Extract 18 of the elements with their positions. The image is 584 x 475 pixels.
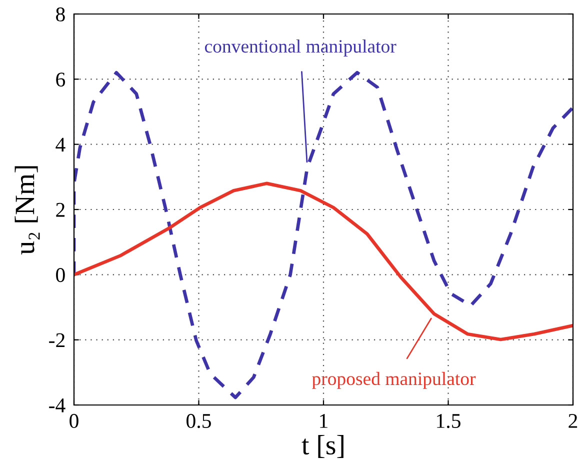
y-tick-label: -2 <box>49 333 65 348</box>
y-tick-label: -4 <box>49 398 66 412</box>
legend-label: proposed manipulator <box>312 372 476 389</box>
line-series <box>74 70 573 400</box>
y-tick-label: 4 <box>56 138 66 152</box>
x-tick-label: 1.5 <box>437 414 460 428</box>
x-tick-label: 2 <box>568 414 578 428</box>
x-tick-label: 0 <box>70 414 78 428</box>
y-tick-label: 6 <box>56 72 66 87</box>
x-tick-label: 0.5 <box>186 414 211 428</box>
line-series <box>74 182 573 342</box>
x-tick-label: 1 <box>320 414 328 428</box>
y-tick-label: 2 <box>56 202 65 217</box>
y-axis-title: u₂ [Nm] <box>14 166 40 254</box>
x-axis-title: t [s] <box>302 435 344 458</box>
y-tick-label: 8 <box>56 7 65 22</box>
y-tick-label: 0 <box>56 268 65 282</box>
series-label: conventional manipulator <box>204 40 396 57</box>
